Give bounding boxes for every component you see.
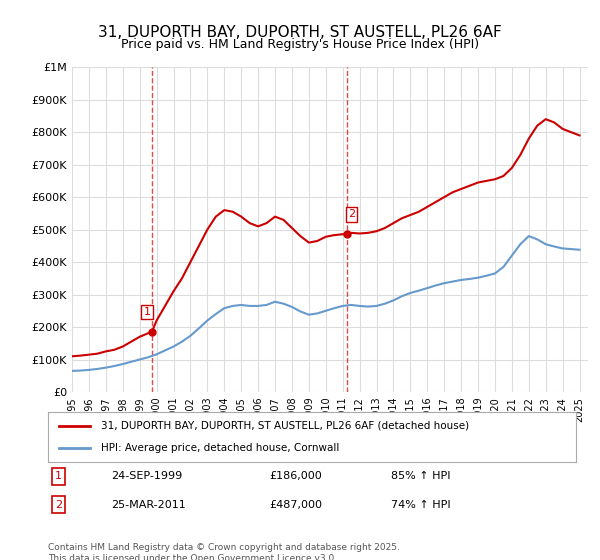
Text: 74% ↑ HPI: 74% ↑ HPI bbox=[391, 500, 451, 510]
Text: 85% ↑ HPI: 85% ↑ HPI bbox=[391, 472, 451, 482]
Text: £186,000: £186,000 bbox=[270, 472, 323, 482]
Text: Contains HM Land Registry data © Crown copyright and database right 2025.
This d: Contains HM Land Registry data © Crown c… bbox=[48, 543, 400, 560]
Text: 31, DUPORTH BAY, DUPORTH, ST AUSTELL, PL26 6AF: 31, DUPORTH BAY, DUPORTH, ST AUSTELL, PL… bbox=[98, 25, 502, 40]
Text: 2: 2 bbox=[55, 500, 62, 510]
Text: £487,000: £487,000 bbox=[270, 500, 323, 510]
Text: 31, DUPORTH BAY, DUPORTH, ST AUSTELL, PL26 6AF (detached house): 31, DUPORTH BAY, DUPORTH, ST AUSTELL, PL… bbox=[101, 421, 469, 431]
Text: Price paid vs. HM Land Registry's House Price Index (HPI): Price paid vs. HM Land Registry's House … bbox=[121, 38, 479, 51]
Text: 1: 1 bbox=[143, 307, 151, 317]
Text: HPI: Average price, detached house, Cornwall: HPI: Average price, detached house, Corn… bbox=[101, 443, 339, 453]
Text: 1: 1 bbox=[55, 472, 62, 482]
Text: 25-MAR-2011: 25-MAR-2011 bbox=[112, 500, 186, 510]
Text: 2: 2 bbox=[348, 209, 355, 220]
Text: 24-SEP-1999: 24-SEP-1999 bbox=[112, 472, 182, 482]
